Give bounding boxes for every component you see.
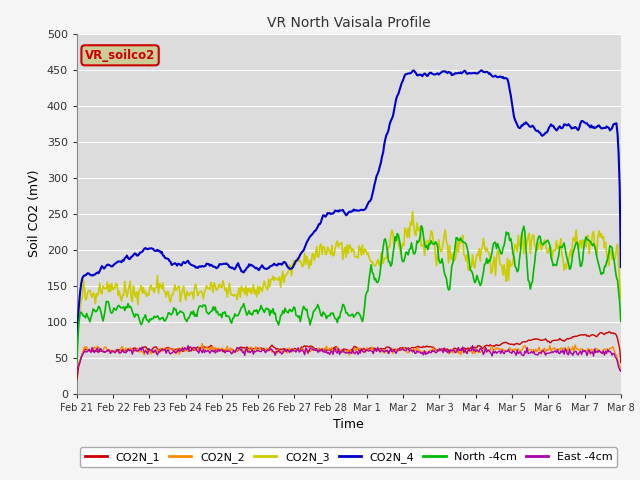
Text: VR_soilco2: VR_soilco2 (85, 49, 156, 62)
Title: VR North Vaisala Profile: VR North Vaisala Profile (267, 16, 431, 30)
X-axis label: Time: Time (333, 418, 364, 431)
Legend: CO2N_1, CO2N_2, CO2N_3, CO2N_4, North -4cm, East -4cm: CO2N_1, CO2N_2, CO2N_3, CO2N_4, North -4… (80, 447, 618, 467)
Y-axis label: Soil CO2 (mV): Soil CO2 (mV) (28, 170, 41, 257)
